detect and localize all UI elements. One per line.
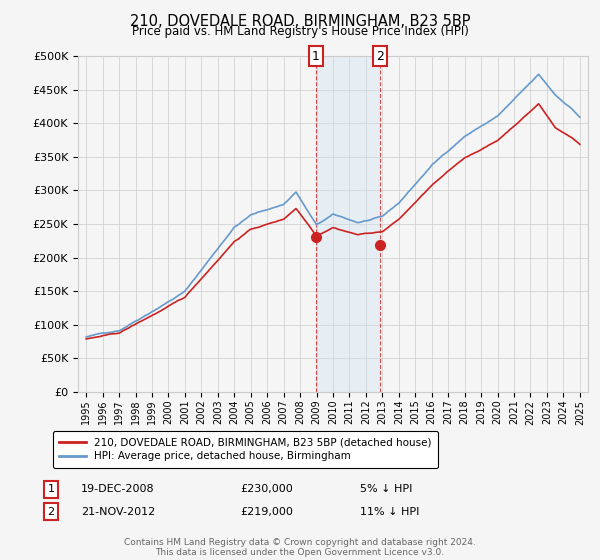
Text: 19-DEC-2008: 19-DEC-2008 [81, 484, 155, 494]
Text: £219,000: £219,000 [240, 507, 293, 517]
Text: 2: 2 [47, 507, 55, 517]
Text: 2: 2 [376, 49, 385, 63]
Text: 5% ↓ HPI: 5% ↓ HPI [360, 484, 412, 494]
Bar [316, 56, 380, 392]
Text: 1: 1 [312, 49, 320, 63]
Text: 210, DOVEDALE ROAD, BIRMINGHAM, B23 5BP: 210, DOVEDALE ROAD, BIRMINGHAM, B23 5BP [130, 14, 470, 29]
Legend: 210, DOVEDALE ROAD, BIRMINGHAM, B23 5BP (detached house), HPI: Average price, de: 210, DOVEDALE ROAD, BIRMINGHAM, B23 5BP … [53, 431, 437, 468]
Text: 11% ↓ HPI: 11% ↓ HPI [360, 507, 419, 517]
Text: Price paid vs. HM Land Registry's House Price Index (HPI): Price paid vs. HM Land Registry's House … [131, 25, 469, 38]
Text: Contains HM Land Registry data © Crown copyright and database right 2024.
This d: Contains HM Land Registry data © Crown c… [124, 538, 476, 557]
Text: 1: 1 [47, 484, 55, 494]
Text: 21-NOV-2012: 21-NOV-2012 [81, 507, 155, 517]
Text: £230,000: £230,000 [240, 484, 293, 494]
